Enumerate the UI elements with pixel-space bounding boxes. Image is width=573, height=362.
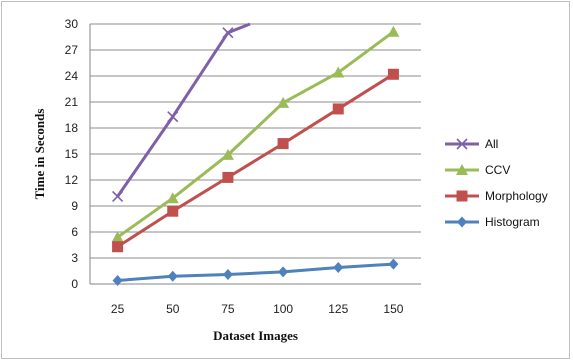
x-tick-label: 50 (166, 302, 180, 316)
y-tick-label: 3 (71, 251, 78, 265)
series-line (117, 262, 394, 283)
data-point-marker (222, 27, 234, 39)
data-point-marker (387, 25, 400, 37)
data-point-marker (457, 216, 467, 228)
data-point-marker (112, 190, 124, 203)
y-tick-label: 9 (71, 199, 78, 213)
series-ccv (111, 25, 400, 243)
y-tick-label: 0 (71, 277, 78, 291)
series-group (111, 22, 400, 287)
x-tick-label: 125 (328, 302, 348, 316)
y-tick-label: 6 (71, 225, 78, 239)
x-tick-label: 25 (111, 302, 125, 316)
legend-item-all: All (445, 137, 498, 151)
series-all (112, 22, 251, 203)
legend: All CCV Morphology Histogram (445, 137, 548, 229)
data-point-marker (456, 190, 468, 202)
data-point-marker (456, 138, 468, 150)
data-point-marker (456, 164, 468, 175)
x-tick-labels: 25 50 75 100 125 150 (111, 302, 404, 316)
series-line (116, 30, 395, 239)
series-histogram (112, 258, 399, 287)
data-point-marker (277, 138, 289, 150)
data-point-marker (112, 275, 123, 287)
x-tick-label: 75 (221, 302, 235, 316)
data-point-marker (333, 262, 344, 274)
data-point-marker (388, 258, 399, 270)
y-tick-labels: 0 3 6 9 12 15 18 21 24 27 30 (65, 17, 79, 291)
y-tick-label: 21 (65, 95, 79, 109)
legend-item-morphology: Morphology (445, 189, 548, 203)
legend-item-ccv: CCV (445, 163, 510, 177)
x-tick-label: 100 (273, 302, 293, 316)
data-point-marker (167, 270, 178, 282)
grid-lines (89, 23, 421, 285)
data-point-marker (166, 192, 179, 204)
data-point-marker (221, 148, 234, 160)
y-tick-label: 30 (65, 17, 79, 31)
data-point-marker (387, 68, 399, 80)
series-morphology (112, 68, 399, 253)
y-tick-label: 24 (65, 69, 79, 83)
legend-label: All (485, 137, 498, 151)
data-point-marker (222, 268, 233, 280)
series-line (116, 72, 395, 248)
data-point-marker (112, 241, 124, 253)
data-point-marker (167, 111, 179, 123)
data-point-marker (167, 205, 179, 217)
series-line (116, 22, 251, 198)
data-point-marker (332, 66, 345, 78)
legend-label: Morphology (485, 189, 548, 203)
data-point-marker (278, 266, 289, 278)
y-axis-title: Time in Seconds (32, 109, 47, 200)
data-point-marker (332, 103, 344, 115)
data-point-marker (277, 96, 290, 108)
data-point-marker (222, 171, 234, 183)
y-tick-label: 15 (65, 147, 79, 161)
y-tick-label: 18 (65, 121, 79, 135)
legend-label: Histogram (485, 215, 540, 229)
data-point-marker (111, 231, 124, 243)
legend-item-histogram: Histogram (445, 215, 540, 229)
y-tick-label: 12 (65, 173, 79, 187)
legend-label: CCV (485, 163, 510, 177)
x-axis-title: Dataset Images (213, 328, 298, 343)
y-tick-label: 27 (65, 43, 79, 57)
x-tick-label: 150 (383, 302, 403, 316)
